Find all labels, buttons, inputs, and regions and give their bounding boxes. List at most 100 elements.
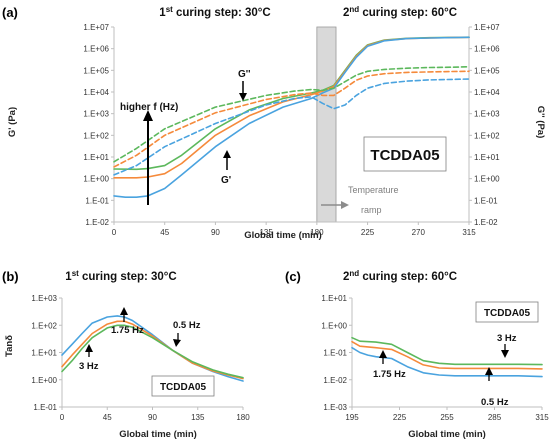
y-tick-label: 1.E+00 — [321, 321, 347, 330]
temperature-ramp-label-2: ramp — [361, 205, 382, 215]
y-tick-label: 1.E+01 — [31, 349, 57, 358]
y-tick-label: 1.E-02 — [323, 376, 347, 385]
y-tick-label-right: 1.E+03 — [474, 110, 500, 119]
x-tick-label: 270 — [412, 228, 426, 237]
step1-title-sup: st — [166, 5, 173, 14]
label-3hz-c: 3 Hz — [497, 333, 517, 344]
y-tick-label: 1.E-02 — [85, 218, 109, 227]
label-1-75hz-arrowhead-b — [120, 307, 128, 315]
series-line-1_75Hz — [61, 320, 244, 380]
label-3hz-arrowhead-c — [501, 350, 509, 358]
panel-c-title: 2nd curing step: 60°C — [343, 269, 457, 283]
y-tick-label-right: 1.E+04 — [474, 88, 500, 97]
label-0-5hz-arrowhead-b — [173, 339, 181, 347]
y-tick-label: 1.E+07 — [83, 23, 109, 32]
y-tick-label-right: 1.E+07 — [474, 23, 500, 32]
x-tick-label: 0 — [60, 413, 65, 422]
y-tick-label: 1.E+00 — [31, 376, 57, 385]
x-tick-label: 135 — [191, 413, 205, 422]
x-tick-label: 225 — [361, 228, 375, 237]
series-line-1_75Hz-dashed — [113, 70, 470, 168]
series-c — [351, 336, 543, 378]
temperature-ramp-arrowhead — [341, 201, 349, 209]
x-tick-label: 315 — [462, 228, 476, 237]
series-a — [113, 36, 470, 198]
y-tick-label: 1.E+05 — [83, 66, 109, 75]
y-tick-label: 1.E+02 — [31, 321, 57, 330]
y-ticks-right-a: 1.E-02 1.E-01 1.E+00 1.E+01 1.E+02 1.E+03 1.E+… — [474, 23, 500, 227]
y-tick-label: 1.E+03 — [83, 110, 109, 119]
series-b — [61, 315, 244, 382]
x-tick-label: 180 — [236, 413, 250, 422]
panel-label-c: (c) — [285, 269, 301, 284]
panel-b-title-num: 1 — [65, 271, 72, 283]
y-tick-label: 1.E+01 — [321, 294, 347, 303]
y-tick-label: 1.E-01 — [323, 349, 347, 358]
panel-c-title-num: 2 — [343, 271, 349, 283]
y-tick-label: 1.E+06 — [83, 45, 109, 54]
label-3hz-arrowhead-b — [85, 344, 93, 352]
panel-label-a: (a) — [2, 5, 18, 20]
series-line-3Hz-dashed — [113, 66, 470, 163]
step2-title-rest: curing step: 60°C — [359, 7, 457, 19]
x-tick-label: 195 — [345, 413, 359, 422]
x-tick-label: 90 — [211, 228, 220, 237]
g-prime-label: G' — [221, 175, 231, 186]
y-tick-label-right: 1.E+06 — [474, 45, 500, 54]
series-line-0_5Hz-dashed — [113, 78, 470, 176]
axes-c — [349, 297, 543, 410]
x-axis-title-c: Global time (min) — [408, 429, 486, 440]
panel-b: (b) 1st curing step: 30°C 1.E-011.E+001.… — [2, 269, 250, 440]
panel-label-b: (b) — [2, 269, 19, 284]
y-axis-title-b: Tanδ — [4, 335, 15, 357]
y-tick-label: 1.E+00 — [83, 175, 109, 184]
sample-label-a: TCDDA05 — [370, 147, 439, 164]
y-tick-label: 1.E+02 — [83, 131, 109, 140]
x-tick-label: 45 — [103, 413, 112, 422]
y-tick-label: 1.E-01 — [85, 196, 109, 205]
step1-title: 1st curing step: 30°C — [159, 5, 270, 19]
g-prime-arrowhead — [223, 150, 231, 158]
temperature-ramp-label-1: Temperature — [348, 185, 399, 195]
y-tick-label-right: 1.E-02 — [474, 218, 498, 227]
x-ticks-c: 195 225 255 285 315 — [345, 413, 549, 422]
step2-title-num: 2 — [343, 7, 349, 19]
step1-title-rest: curing step: 30°C — [173, 7, 271, 19]
label-3hz-b: 3 Hz — [79, 361, 99, 372]
axes-a — [111, 26, 472, 225]
y-tick-label-right: 1.E+05 — [474, 66, 500, 75]
x-tick-label: 0 — [112, 228, 117, 237]
x-axis-title-a: Global time (min) — [244, 230, 322, 241]
higher-f-label: higher f (Hz) — [120, 102, 178, 113]
x-tick-label: 180 — [310, 228, 324, 237]
y-tick-label-right: 1.E-01 — [474, 196, 498, 205]
sample-label-box-b — [151, 375, 215, 397]
panel-c: (c) 2nd curing step: 60°C 1.E-031.E-021.… — [285, 269, 549, 440]
g-double-prime-label: G'' — [238, 69, 251, 80]
label-1-75hz-arrowhead-c — [379, 350, 387, 358]
x-tick-label: 315 — [535, 413, 549, 422]
label-0-5hz-b: 0.5 Hz — [173, 320, 201, 331]
y-tick-label-right: 1.E+01 — [474, 153, 500, 162]
y-tick-label-right: 1.E+00 — [474, 175, 500, 184]
panel-b-title-rest: curing step: 30°C — [79, 271, 177, 283]
label-1-75hz-b: 1.75 Hz — [111, 325, 144, 336]
label-1-75hz-c: 1.75 Hz — [373, 369, 406, 380]
sample-label-c: TCDDA05 — [484, 308, 531, 319]
panel-b-title: 1st curing step: 30°C — [65, 269, 176, 283]
y-ticks-b: 1.E-01 1.E+00 1.E+01 1.E+02 1.E+03 — [31, 294, 57, 412]
x-tick-label: 225 — [393, 413, 407, 422]
x-ticks-a: 0 45 90 135 180 225 270 315 — [112, 228, 476, 237]
series-line-0_5Hz — [351, 346, 543, 378]
series-line-0_5Hz — [113, 36, 470, 198]
panel-b-title-sup: st — [72, 269, 79, 278]
y-axis-title-left-a: G' (Pa) — [7, 107, 18, 137]
sample-label-box-a — [363, 136, 447, 172]
higher-f-arrowhead — [143, 110, 153, 121]
x-ticks-b: 0 45 90 135 180 — [60, 413, 250, 422]
label-0-5hz-arrowhead-c — [485, 367, 493, 375]
y-tick-label: 1.E+03 — [31, 294, 57, 303]
step2-title-sup: nd — [349, 5, 359, 14]
y-ticks-c: 1.E-03 1.E-02 1.E-01 1.E+00 1.E+01 — [321, 294, 347, 412]
sample-label-box-c — [475, 301, 539, 323]
